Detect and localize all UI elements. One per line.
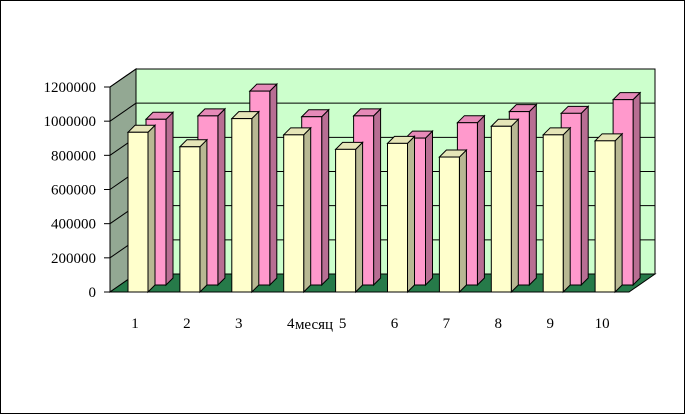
bar-front-5 <box>334 141 364 294</box>
x-tick-label: 9 <box>546 316 554 332</box>
y-tick-label: 600000 <box>51 183 96 199</box>
x-axis-ticks: 1 2 3 4 5 6 7 8 9 10 <box>131 316 609 332</box>
x-tick-label: 7 <box>443 316 451 332</box>
y-axis-ticks: 0 200000 400000 600000 800000 1000000 1200000 <box>44 80 111 301</box>
bar-front-3 <box>230 110 261 294</box>
bar-front-2 <box>178 138 209 294</box>
y-tick-label: 800000 <box>51 148 96 164</box>
bar-front-4 <box>282 126 312 294</box>
gridline <box>109 102 655 122</box>
bar-front-7 <box>438 148 468 294</box>
x-tick-label: 6 <box>391 316 399 332</box>
gridline <box>109 68 655 88</box>
y-tick-label: 1200000 <box>44 80 97 96</box>
x-tick-label: 1 <box>131 316 139 332</box>
y-tick-label: 400000 <box>51 217 96 233</box>
bars <box>126 82 642 294</box>
x-tick-label: 4 <box>287 316 295 332</box>
x-tick-label: 8 <box>495 316 503 332</box>
bar-front-1 <box>126 124 157 294</box>
bar-front-8 <box>490 118 520 294</box>
y-tick-label: 0 <box>89 285 97 301</box>
y-tick-label: 1000000 <box>44 114 97 130</box>
x-tick-label: 3 <box>235 316 243 332</box>
bar-front-10 <box>593 132 624 294</box>
x-tick-label: 10 <box>595 316 610 332</box>
bar-front-9 <box>541 126 572 294</box>
x-tick-label: 5 <box>339 316 347 332</box>
bar-front-6 <box>386 135 416 294</box>
x-axis-label: месяц <box>295 317 333 333</box>
x-tick-label: 2 <box>183 316 191 332</box>
y-tick-label: 200000 <box>51 251 96 267</box>
